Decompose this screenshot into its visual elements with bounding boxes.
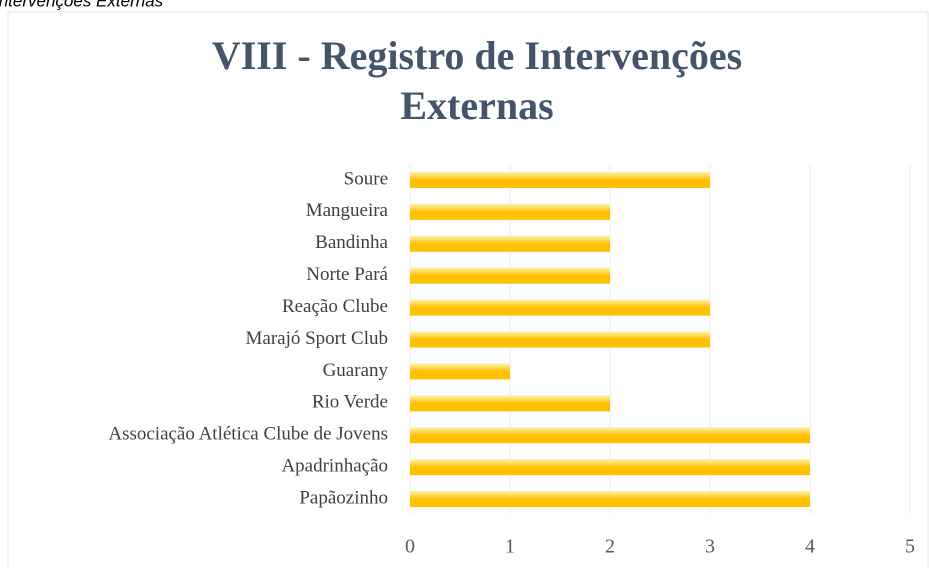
header-text: Intervenções Externas bbox=[0, 0, 164, 10]
bar bbox=[410, 331, 710, 348]
chart-title: Externas bbox=[400, 83, 553, 128]
y-tick-label: Apadrinhação bbox=[281, 455, 388, 476]
y-tick-label: Marajó Sport Club bbox=[246, 328, 389, 349]
bar bbox=[410, 267, 610, 284]
chart-title: VIII - Registro de Intervenções bbox=[212, 33, 742, 78]
bar bbox=[410, 203, 610, 220]
bar bbox=[410, 459, 810, 476]
bar bbox=[410, 395, 610, 412]
y-tick-label: Rio Verde bbox=[312, 392, 388, 413]
y-tick-label: Bandinha bbox=[315, 232, 388, 253]
x-tick-label: 4 bbox=[805, 536, 815, 558]
bar bbox=[410, 427, 810, 444]
y-tick-label: Soure bbox=[344, 168, 388, 189]
x-tick-label: 3 bbox=[705, 536, 715, 558]
x-tick-label: 1 bbox=[505, 536, 515, 558]
y-tick-label: Guarany bbox=[323, 360, 389, 381]
bar bbox=[410, 299, 710, 316]
y-tick-label: Norte Pará bbox=[306, 264, 388, 285]
bar bbox=[410, 171, 710, 188]
chart-border bbox=[7, 11, 929, 568]
y-tick-label: Papãozinho bbox=[299, 487, 388, 508]
y-tick-label: Associação Atlética Clube de Jovens bbox=[108, 424, 388, 445]
bar bbox=[410, 235, 610, 252]
x-tick-label: 0 bbox=[405, 536, 415, 558]
y-tick-label: Reação Clube bbox=[282, 296, 388, 317]
y-tick-label: Mangueira bbox=[306, 200, 389, 221]
x-tick-label: 2 bbox=[605, 536, 615, 558]
bar bbox=[410, 363, 510, 380]
bar bbox=[410, 491, 810, 508]
x-tick-label: 5 bbox=[905, 536, 915, 558]
